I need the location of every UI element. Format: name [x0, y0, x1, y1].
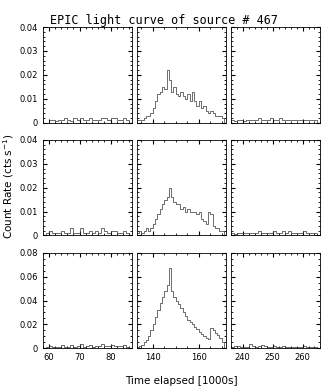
Text: Time elapsed [1000s]: Time elapsed [1000s] [125, 376, 238, 386]
Text: Count Rate (cts s$^{-1}$): Count Rate (cts s$^{-1}$) [1, 133, 16, 238]
Text: EPIC light curve of source # 467: EPIC light curve of source # 467 [49, 14, 278, 27]
